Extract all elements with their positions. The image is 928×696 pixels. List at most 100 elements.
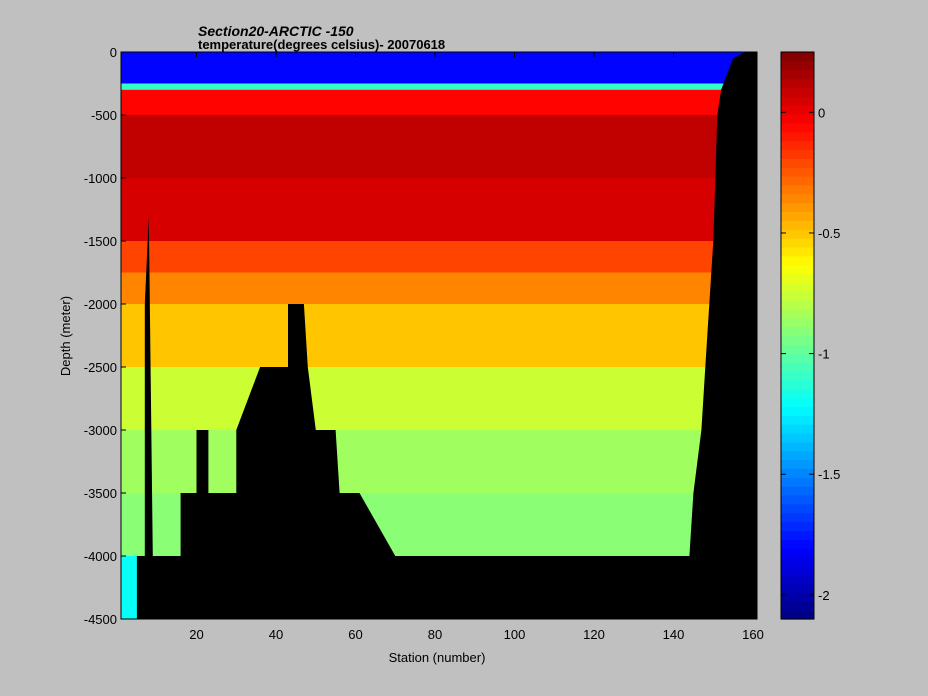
colorbar-cell	[781, 291, 814, 301]
colorbar-cell	[781, 450, 814, 461]
colorbar-cell	[781, 229, 814, 239]
colorbar-cell	[781, 397, 814, 407]
y-tick-label: -500	[91, 108, 117, 123]
chart-title: Section20-ARCTIC -150	[198, 23, 354, 39]
x-tick-label: 140	[663, 627, 685, 642]
chart-subtitle: temperature(degrees celsius)- 20070618	[198, 37, 446, 52]
colorbar-cell	[781, 353, 814, 363]
colorbar-cell	[781, 273, 814, 283]
colorbar-cell	[781, 60, 814, 71]
y-tick-label: -1500	[84, 234, 117, 249]
colorbar	[781, 52, 814, 620]
colorbar-cell	[781, 176, 814, 186]
colorbar-cell	[781, 548, 814, 558]
plot-frame	[120, 51, 758, 620]
y-tick-label: 0	[110, 45, 117, 60]
colorbar-axis: 0 -0.5 -1 -1.5 -2	[781, 105, 840, 603]
x-tick-label: 80	[428, 627, 442, 642]
colorbar-cell	[781, 494, 814, 505]
colorbar-cell	[781, 486, 814, 496]
colorbar-cell	[781, 308, 814, 319]
colorbar-cell	[781, 441, 814, 452]
colorbar-cell	[781, 202, 814, 213]
heatmap-cell	[121, 115, 757, 178]
colorbar-cell	[781, 362, 814, 372]
colorbar-cell	[781, 114, 814, 124]
colorbar-cell	[781, 601, 814, 611]
x-tick-label: 100	[504, 627, 526, 642]
heatmap-cell	[121, 272, 757, 304]
colorbar-cell	[781, 592, 814, 602]
seafloor	[121, 52, 757, 619]
x-tick-label: 60	[348, 627, 362, 642]
y-axis-label: Depth (meter)	[58, 296, 73, 376]
colorbar-cell	[781, 87, 814, 97]
colorbar-tick-label: -2	[818, 588, 830, 603]
colorbar-cell	[781, 468, 814, 478]
colorbar-cell	[781, 610, 814, 620]
bathymetry-mask	[121, 52, 757, 619]
colorbar-cell	[781, 184, 814, 195]
colorbar-tick-label: -0.5	[818, 226, 840, 241]
colorbar-cell	[781, 379, 814, 390]
colorbar-tick-label: 0	[818, 105, 825, 120]
colorbar-cell	[781, 255, 814, 266]
colorbar-cell	[781, 388, 814, 399]
heatmap-cells	[121, 52, 757, 619]
colorbar-cell	[781, 335, 814, 345]
x-tick-label: 160	[742, 627, 764, 642]
colorbar-cell	[781, 406, 814, 416]
colorbar-cell	[781, 167, 814, 177]
colorbar-cell	[781, 122, 814, 133]
colorbar-cell	[781, 52, 814, 62]
y-tick-label: -2000	[84, 297, 117, 312]
heatmap-cell	[121, 89, 757, 115]
colorbar-cell	[781, 459, 814, 469]
colorbar-cell	[781, 317, 814, 328]
heatmap-cell	[121, 83, 757, 90]
colorbar-tick-label: -1.5	[818, 467, 840, 482]
colorbar-cell	[781, 78, 814, 89]
y-tick-label: -4500	[84, 612, 117, 627]
x-tick-label: 20	[189, 627, 203, 642]
colorbar-cell	[781, 432, 814, 443]
colorbar-cell	[781, 344, 814, 354]
x-tick-label: 120	[583, 627, 605, 642]
heatmap-cell	[121, 304, 757, 367]
x-axis-label: Station (number)	[389, 650, 486, 665]
colorbar-tick-label: -1	[818, 347, 830, 362]
colorbar-cell	[781, 69, 814, 80]
heatmap-cell	[121, 241, 757, 273]
colorbar-cell	[781, 96, 814, 106]
x-axis: 20 40 60 80 100 120 140 160	[189, 52, 764, 642]
colorbar-cell	[781, 149, 814, 159]
y-tick-label: -3500	[84, 486, 117, 501]
colorbar-cell	[781, 539, 814, 549]
x-tick-label: 40	[269, 627, 283, 642]
y-tick-label: -1000	[84, 171, 117, 186]
heatmap-cell	[121, 52, 757, 84]
colorbar-cell	[781, 300, 814, 310]
colorbar-cell	[781, 246, 814, 257]
colorbar-cell	[781, 193, 814, 204]
colorbar-cell	[781, 220, 814, 230]
colorbar-cell	[781, 415, 814, 425]
colorbar-cell	[781, 238, 814, 248]
colorbar-cell	[781, 521, 814, 532]
heatmap-cell	[121, 430, 757, 493]
y-tick-label: -2500	[84, 360, 117, 375]
heatmap-cell	[121, 367, 757, 430]
colorbar-cell	[781, 556, 814, 567]
colorbar-cell	[781, 565, 814, 576]
colorbar-cell	[781, 512, 814, 523]
colorbar-cell	[781, 282, 814, 292]
colorbar-cell	[781, 140, 814, 151]
colorbar-cell	[781, 131, 814, 142]
colorbar-cell	[781, 530, 814, 540]
colorbar-cell	[781, 370, 814, 381]
colorbar-cell	[781, 105, 814, 115]
y-tick-label: -4000	[84, 549, 117, 564]
colorbar-cell	[781, 574, 814, 585]
colorbar-cell	[781, 158, 814, 168]
